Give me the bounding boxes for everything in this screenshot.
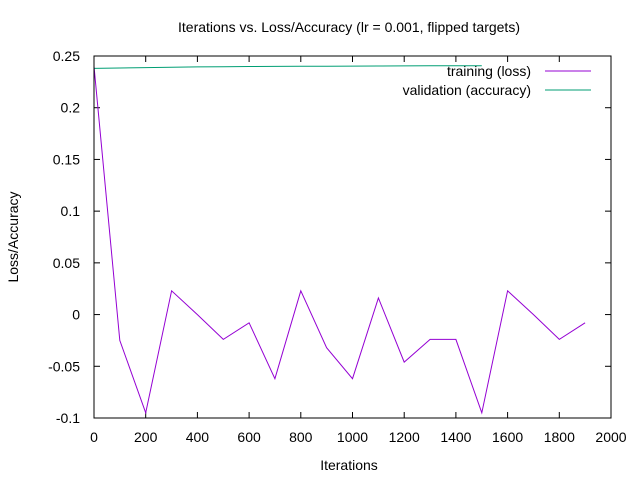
x-tick-label: 200 — [134, 429, 158, 445]
y-tick-label: 0.1 — [61, 203, 81, 219]
y-axis-label: Loss/Accuracy — [5, 191, 21, 282]
y-tick-label: 0.15 — [53, 151, 80, 167]
x-tick-label: 0 — [90, 429, 98, 445]
chart-title: Iterations vs. Loss/Accuracy (lr = 0.001… — [178, 19, 520, 35]
x-tick-label: 1200 — [389, 429, 420, 445]
x-tick-label: 1400 — [440, 429, 471, 445]
x-tick-label: 1800 — [544, 429, 575, 445]
y-tick-label: -0.1 — [56, 410, 80, 426]
x-tick-label: 600 — [237, 429, 261, 445]
series-group — [93, 65, 586, 415]
series-line-0 — [93, 66, 586, 415]
series-line-1 — [93, 65, 482, 69]
y-tick-label: 0.2 — [61, 100, 81, 116]
y-tick-label: 0.25 — [53, 48, 80, 64]
y-tick-label: 0.05 — [53, 255, 80, 271]
x-tick-label: 1000 — [337, 429, 368, 445]
x-tick-label: 800 — [289, 429, 313, 445]
x-tick-label: 1600 — [492, 429, 523, 445]
x-tick-label: 2000 — [595, 429, 626, 445]
y-tick-label: -0.05 — [48, 358, 80, 374]
x-axis-label: Iterations — [320, 457, 378, 473]
plot-border — [93, 55, 612, 419]
y-tick-label: 0 — [72, 307, 80, 323]
legend: training (loss) validation (accuracy) — [403, 63, 591, 98]
legend-label-0: training (loss) — [447, 63, 531, 79]
legend-label-1: validation (accuracy) — [403, 82, 531, 98]
x-tick-label: 400 — [186, 429, 210, 445]
ticks-group: 0 200 400 600 800 1000 1200 1400 1600 1800 2000 -0.… — [48, 48, 627, 445]
